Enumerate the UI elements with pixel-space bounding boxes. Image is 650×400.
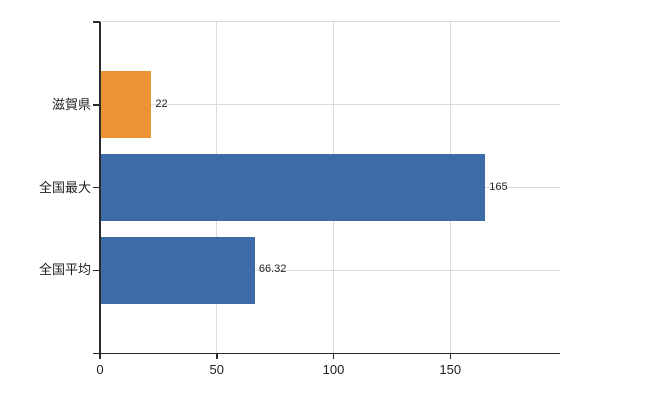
x-axis-tick [216,353,218,359]
bar-value-label: 66.32 [258,263,287,276]
bar[interactable] [100,236,255,304]
x-tick-label: 50 [209,362,224,377]
gridline-horizontal [100,104,560,106]
y-axis-line [99,22,101,359]
y-axis-tick [93,104,100,106]
gridline-horizontal [100,269,560,271]
category-label: 滋賀県 [51,96,91,112]
x-axis-tick [332,353,335,359]
bar-value-label: 165 [489,180,508,193]
y-axis-tick [93,269,100,271]
x-axis-tick [449,353,451,359]
x-tick-label: 150 [439,362,462,377]
bar[interactable] [100,71,152,139]
x-tick-label: 0 [96,362,104,377]
bar-value-label: 22 [155,97,168,110]
plot-top-border [100,21,560,22]
y-axis-tick [93,21,100,23]
category-label: 全国平均 [38,262,91,278]
x-axis-line [93,352,560,354]
y-axis-tick [93,186,100,189]
bar[interactable] [100,154,486,221]
x-tick-label: 100 [322,362,345,377]
category-label: 全国最大 [38,179,91,195]
